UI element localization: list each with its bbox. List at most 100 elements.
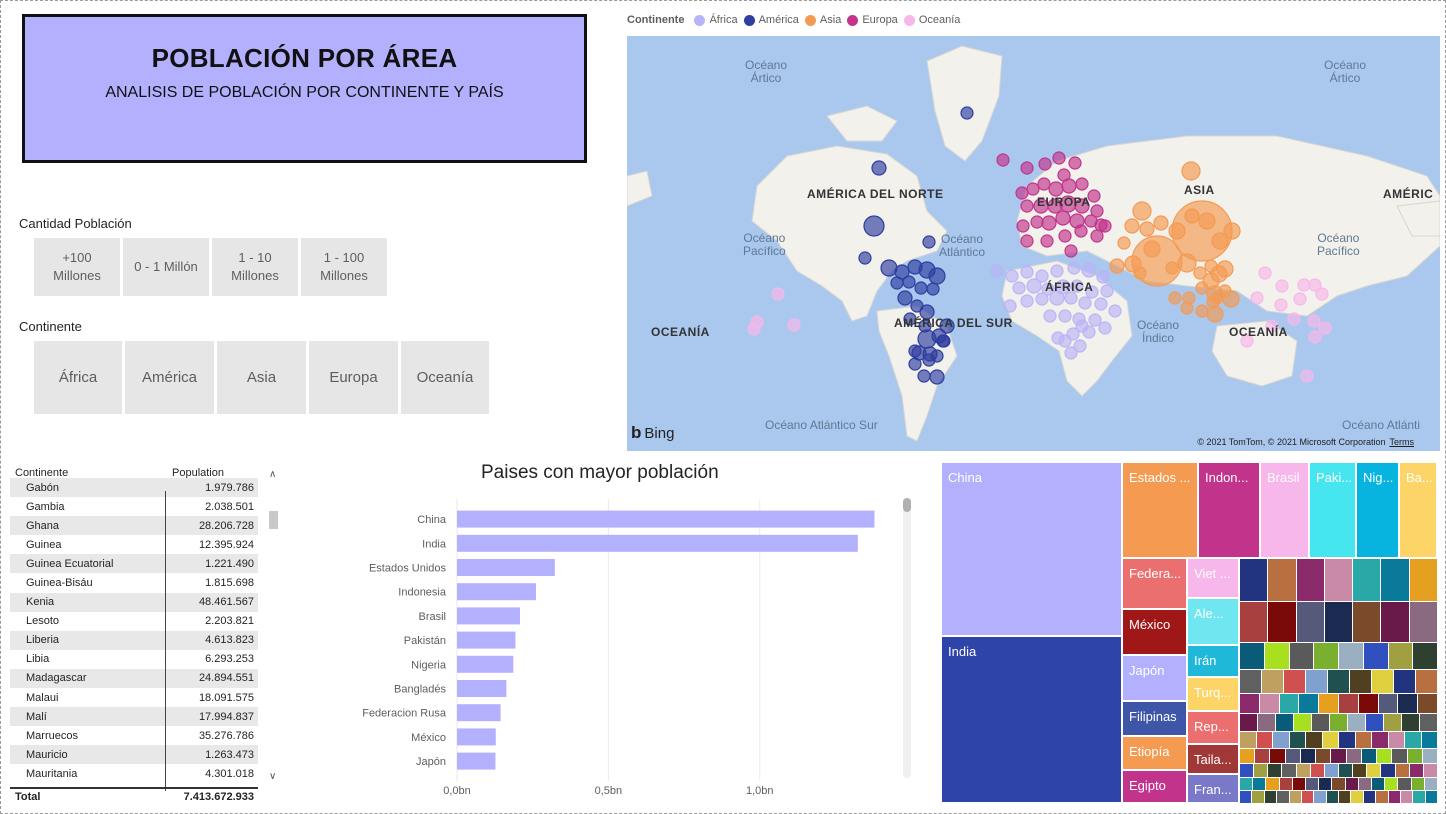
map-bubble[interactable]	[1020, 234, 1034, 248]
slicer-option-100m[interactable]: +100 Millones	[34, 238, 120, 296]
map-bubble[interactable]	[1315, 287, 1329, 301]
map-bubble[interactable]	[1274, 298, 1288, 312]
map-bubble[interactable]	[1041, 215, 1057, 231]
map-bubble[interactable]	[1132, 201, 1152, 221]
slicer-option-africa[interactable]: África	[34, 341, 122, 414]
map-bubble[interactable]	[1043, 309, 1057, 323]
legend-label-asia[interactable]: Asia	[819, 14, 842, 26]
treemap-small-tile[interactable]	[1339, 643, 1364, 670]
treemap-small-tile[interactable]	[1240, 602, 1269, 643]
map-bubble[interactable]	[1177, 253, 1197, 273]
treemap-small-tile[interactable]	[1310, 764, 1325, 778]
treemap-small-tile[interactable]	[1363, 643, 1389, 670]
treemap-small-tile[interactable]	[1259, 694, 1280, 714]
treemap-small-tile[interactable]	[1301, 791, 1315, 804]
treemap-small-tile[interactable]	[1424, 778, 1438, 791]
map-bubble[interactable]	[1258, 266, 1272, 280]
table-row[interactable]: Guinea 12.395.924	[10, 535, 258, 554]
treemap-small-tile[interactable]	[1372, 732, 1389, 749]
map-bubble[interactable]	[1171, 200, 1233, 262]
map-bubble[interactable]	[1240, 334, 1254, 348]
bubble-map[interactable]: Océano Ártico Océano Ártico AMÉRICA DEL …	[627, 36, 1440, 451]
table-row[interactable]: Liberia 4.613.823	[10, 630, 258, 650]
treemap-small-tile[interactable]	[1266, 778, 1280, 791]
map-bubble[interactable]	[1206, 305, 1224, 323]
map-bubble[interactable]	[928, 267, 946, 285]
treemap-small-tile[interactable]	[1413, 643, 1438, 670]
treemap-tile[interactable]: México	[1123, 610, 1188, 656]
treemap-small-tile[interactable]	[1376, 791, 1389, 804]
map-bubble[interactable]	[1287, 312, 1301, 326]
map-bubble[interactable]	[1293, 292, 1307, 306]
treemap-small-tile[interactable]	[1240, 559, 1269, 602]
slicer-option-oceania[interactable]: Oceanía	[401, 341, 489, 414]
treemap-small-tile[interactable]	[1240, 749, 1256, 764]
treemap-tile[interactable]: Ba...	[1400, 463, 1438, 559]
table-row[interactable]: Malí 17.994.837	[10, 707, 258, 727]
treemap-small-tile[interactable]	[1339, 791, 1352, 804]
treemap-small-tile[interactable]	[1339, 694, 1359, 714]
map-bubble[interactable]	[1096, 270, 1110, 284]
treemap-small-tile[interactable]	[1394, 670, 1416, 694]
treemap-tile[interactable]: Japón	[1123, 656, 1188, 702]
treemap-tile[interactable]: Taila...	[1188, 745, 1240, 775]
legend-label-oceania[interactable]: Oceanía	[918, 14, 961, 26]
treemap-small-tile[interactable]	[1254, 764, 1269, 778]
treemap-small-tile[interactable]	[1413, 791, 1426, 804]
map-bubble[interactable]	[1074, 224, 1088, 238]
treemap-small-tile[interactable]	[1268, 602, 1297, 643]
treemap-tile[interactable]: Turq...	[1188, 678, 1240, 712]
treemap-small-tile[interactable]	[1398, 778, 1412, 791]
treemap-small-tile[interactable]	[1381, 559, 1410, 602]
map-bubble[interactable]	[1308, 278, 1322, 292]
treemap-small-tile[interactable]	[1367, 764, 1382, 778]
map-bubble[interactable]	[1139, 221, 1155, 237]
map-bubble[interactable]	[1035, 269, 1049, 283]
map-bubble[interactable]	[1193, 266, 1207, 280]
map-bubble[interactable]	[897, 290, 913, 306]
treemap-small-tile[interactable]	[1416, 670, 1438, 694]
map-bubble[interactable]	[1085, 285, 1099, 299]
map-bubble[interactable]	[1020, 161, 1034, 175]
treemap-small-tile[interactable]	[1381, 764, 1396, 778]
terms-link[interactable]: Terms	[1389, 437, 1415, 447]
map-bubble[interactable]	[1040, 234, 1054, 248]
bar[interactable]	[457, 583, 537, 601]
treemap-small-tile[interactable]	[1411, 778, 1425, 791]
map-bubble[interactable]	[937, 334, 951, 348]
map-bubble[interactable]	[917, 369, 931, 383]
treemap-small-tile[interactable]	[1398, 694, 1419, 714]
map-bubble[interactable]	[747, 322, 761, 336]
map-bubble[interactable]	[1094, 297, 1108, 311]
map-bubble[interactable]	[771, 287, 785, 301]
treemap-small-tile[interactable]	[1282, 764, 1297, 778]
bar[interactable]	[457, 631, 516, 649]
treemap-small-tile[interactable]	[1319, 778, 1333, 791]
map-bubble[interactable]	[1090, 204, 1104, 218]
map-bubble[interactable]	[1098, 321, 1112, 335]
map-bubble[interactable]	[1210, 291, 1224, 305]
map-bubble[interactable]	[1058, 229, 1072, 243]
treemap-small-tile[interactable]	[1264, 791, 1278, 804]
map-bubble[interactable]	[1074, 198, 1090, 214]
bar[interactable]	[457, 607, 520, 625]
map-canvas[interactable]	[627, 36, 1440, 451]
map-bubble[interactable]	[1307, 314, 1321, 328]
treemap-tile[interactable]: India	[942, 637, 1123, 804]
treemap-small-tile[interactable]	[1388, 791, 1401, 804]
map-bubble[interactable]	[1064, 291, 1078, 305]
slicer-option-europa[interactable]: Europa	[309, 341, 398, 414]
treemap-small-tile[interactable]	[1324, 602, 1354, 643]
treemap-small-tile[interactable]	[1273, 732, 1290, 749]
treemap-small-tile[interactable]	[1262, 670, 1284, 694]
bar-chart[interactable]: 0,0bn 0,5bn 1,0bn China India Estados Unidos I…	[341, 491, 901, 806]
map-bubble[interactable]	[914, 281, 928, 295]
treemap-small-tile[interactable]	[1264, 643, 1290, 670]
map-bubble[interactable]	[863, 215, 885, 237]
treemap-small-tile[interactable]	[1326, 791, 1339, 804]
treemap-small-tile[interactable]	[1312, 714, 1330, 732]
map-bubble[interactable]	[960, 106, 974, 120]
bar[interactable]	[457, 559, 555, 576]
treemap[interactable]: China India Estados ... Indon... Brasil Paki.…	[942, 463, 1438, 804]
treemap-small-tile[interactable]	[1378, 694, 1399, 714]
